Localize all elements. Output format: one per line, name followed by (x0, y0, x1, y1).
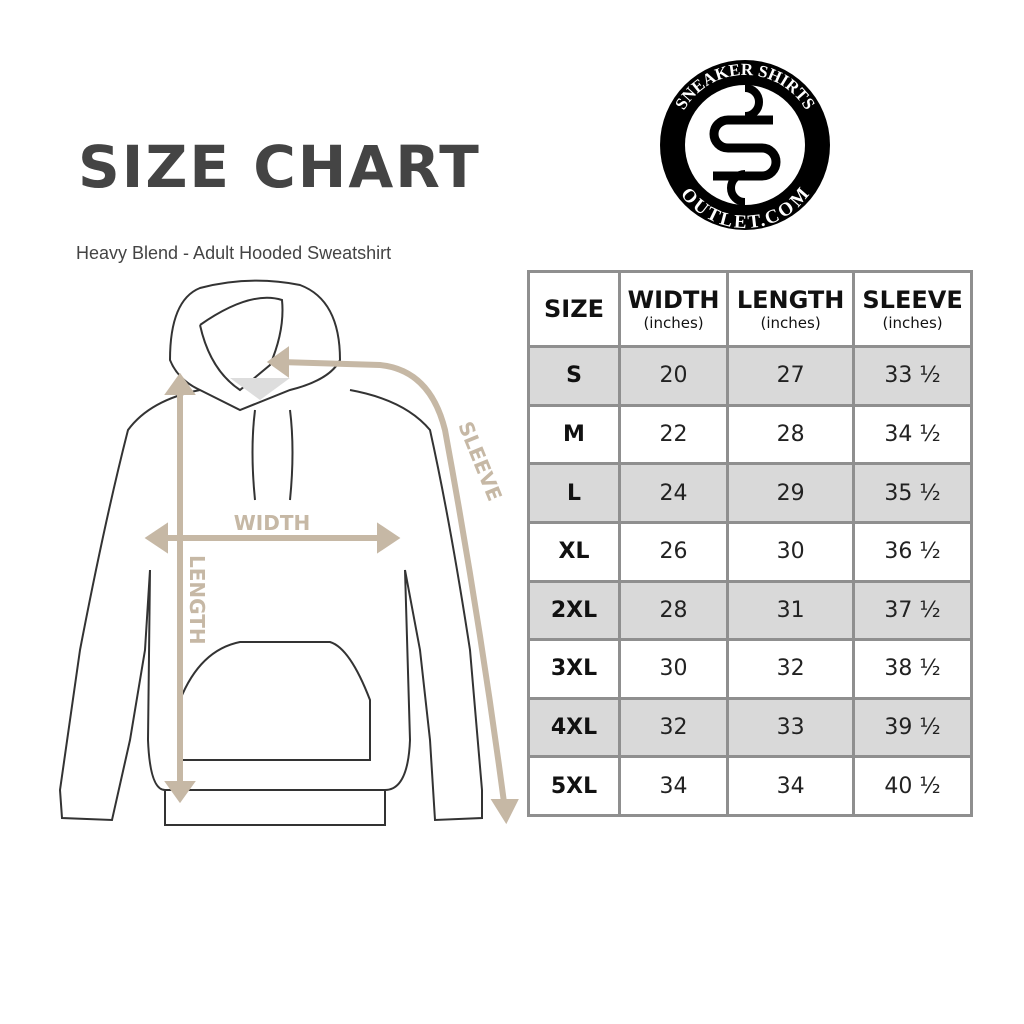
header-size: SIZE (527, 270, 621, 348)
sleeve-label: SLEEVE (453, 418, 507, 505)
sleeve-cell: 34 ½ (852, 403, 973, 466)
width-cell: 30 (617, 638, 730, 700)
size-cell: 2XL (527, 579, 621, 642)
width-cell: 24 (617, 462, 730, 524)
table-header-row: SIZE WIDTH (inches) LENGTH (inches) SLEEVE… (527, 270, 973, 348)
table-row: 2XL 28 31 37 ½ (527, 579, 973, 642)
length-cell: 30 (726, 520, 856, 583)
table-row: 5XL 34 34 40 ½ (527, 755, 973, 817)
length-cell: 31 (726, 579, 856, 642)
table-row: 4XL 32 33 39 ½ (527, 696, 973, 759)
table-row: L 24 29 35 ½ (527, 462, 973, 524)
product-subtitle: Heavy Blend - Adult Hooded Sweatshirt (76, 243, 392, 263)
size-cell: XL (527, 520, 621, 583)
page-title: SIZE CHART (78, 133, 481, 201)
table-row: S 20 27 33 ½ (527, 345, 973, 407)
width-cell: 28 (617, 579, 730, 642)
header-length: LENGTH (inches) (726, 270, 856, 348)
size-cell: L (527, 462, 621, 524)
size-table: SIZE WIDTH (inches) LENGTH (inches) SLEEVE… (527, 270, 973, 817)
length-cell: 32 (726, 638, 856, 700)
length-label: LENGTH (185, 555, 209, 645)
length-cell: 34 (726, 755, 856, 817)
sleeve-cell: 33 ½ (852, 345, 973, 407)
header-width: WIDTH (inches) (617, 270, 730, 348)
sleeve-cell: 36 ½ (852, 520, 973, 583)
size-cell: 3XL (527, 638, 621, 700)
length-cell: 33 (726, 696, 856, 759)
sleeve-cell: 39 ½ (852, 696, 973, 759)
size-cell: 4XL (527, 696, 621, 759)
sleeve-cell: 37 ½ (852, 579, 973, 642)
sleeve-cell: 40 ½ (852, 755, 973, 817)
length-cell: 29 (726, 462, 856, 524)
length-cell: 27 (726, 345, 856, 407)
width-cell: 32 (617, 696, 730, 759)
table-row: XL 26 30 36 ½ (527, 520, 973, 583)
table-row: 3XL 30 32 38 ½ (527, 638, 973, 700)
brand-logo: SNEAKER SHIRTS OUTLET.COM (660, 60, 830, 232)
width-cell: 22 (617, 403, 730, 466)
length-cell: 28 (726, 403, 856, 466)
width-cell: 34 (617, 755, 730, 817)
table-row: M 22 28 34 ½ (527, 403, 973, 466)
width-cell: 26 (617, 520, 730, 583)
width-label: WIDTH (234, 511, 310, 535)
size-cell: M (527, 403, 621, 466)
sleeve-cell: 38 ½ (852, 638, 973, 700)
header-sleeve: SLEEVE (inches) (852, 270, 973, 348)
width-cell: 20 (617, 345, 730, 407)
hoodie-diagram: WIDTH LENGTH SLEEVE (58, 279, 519, 826)
sleeve-cell: 35 ½ (852, 462, 973, 524)
size-cell: S (527, 345, 621, 407)
size-cell: 5XL (527, 755, 621, 817)
